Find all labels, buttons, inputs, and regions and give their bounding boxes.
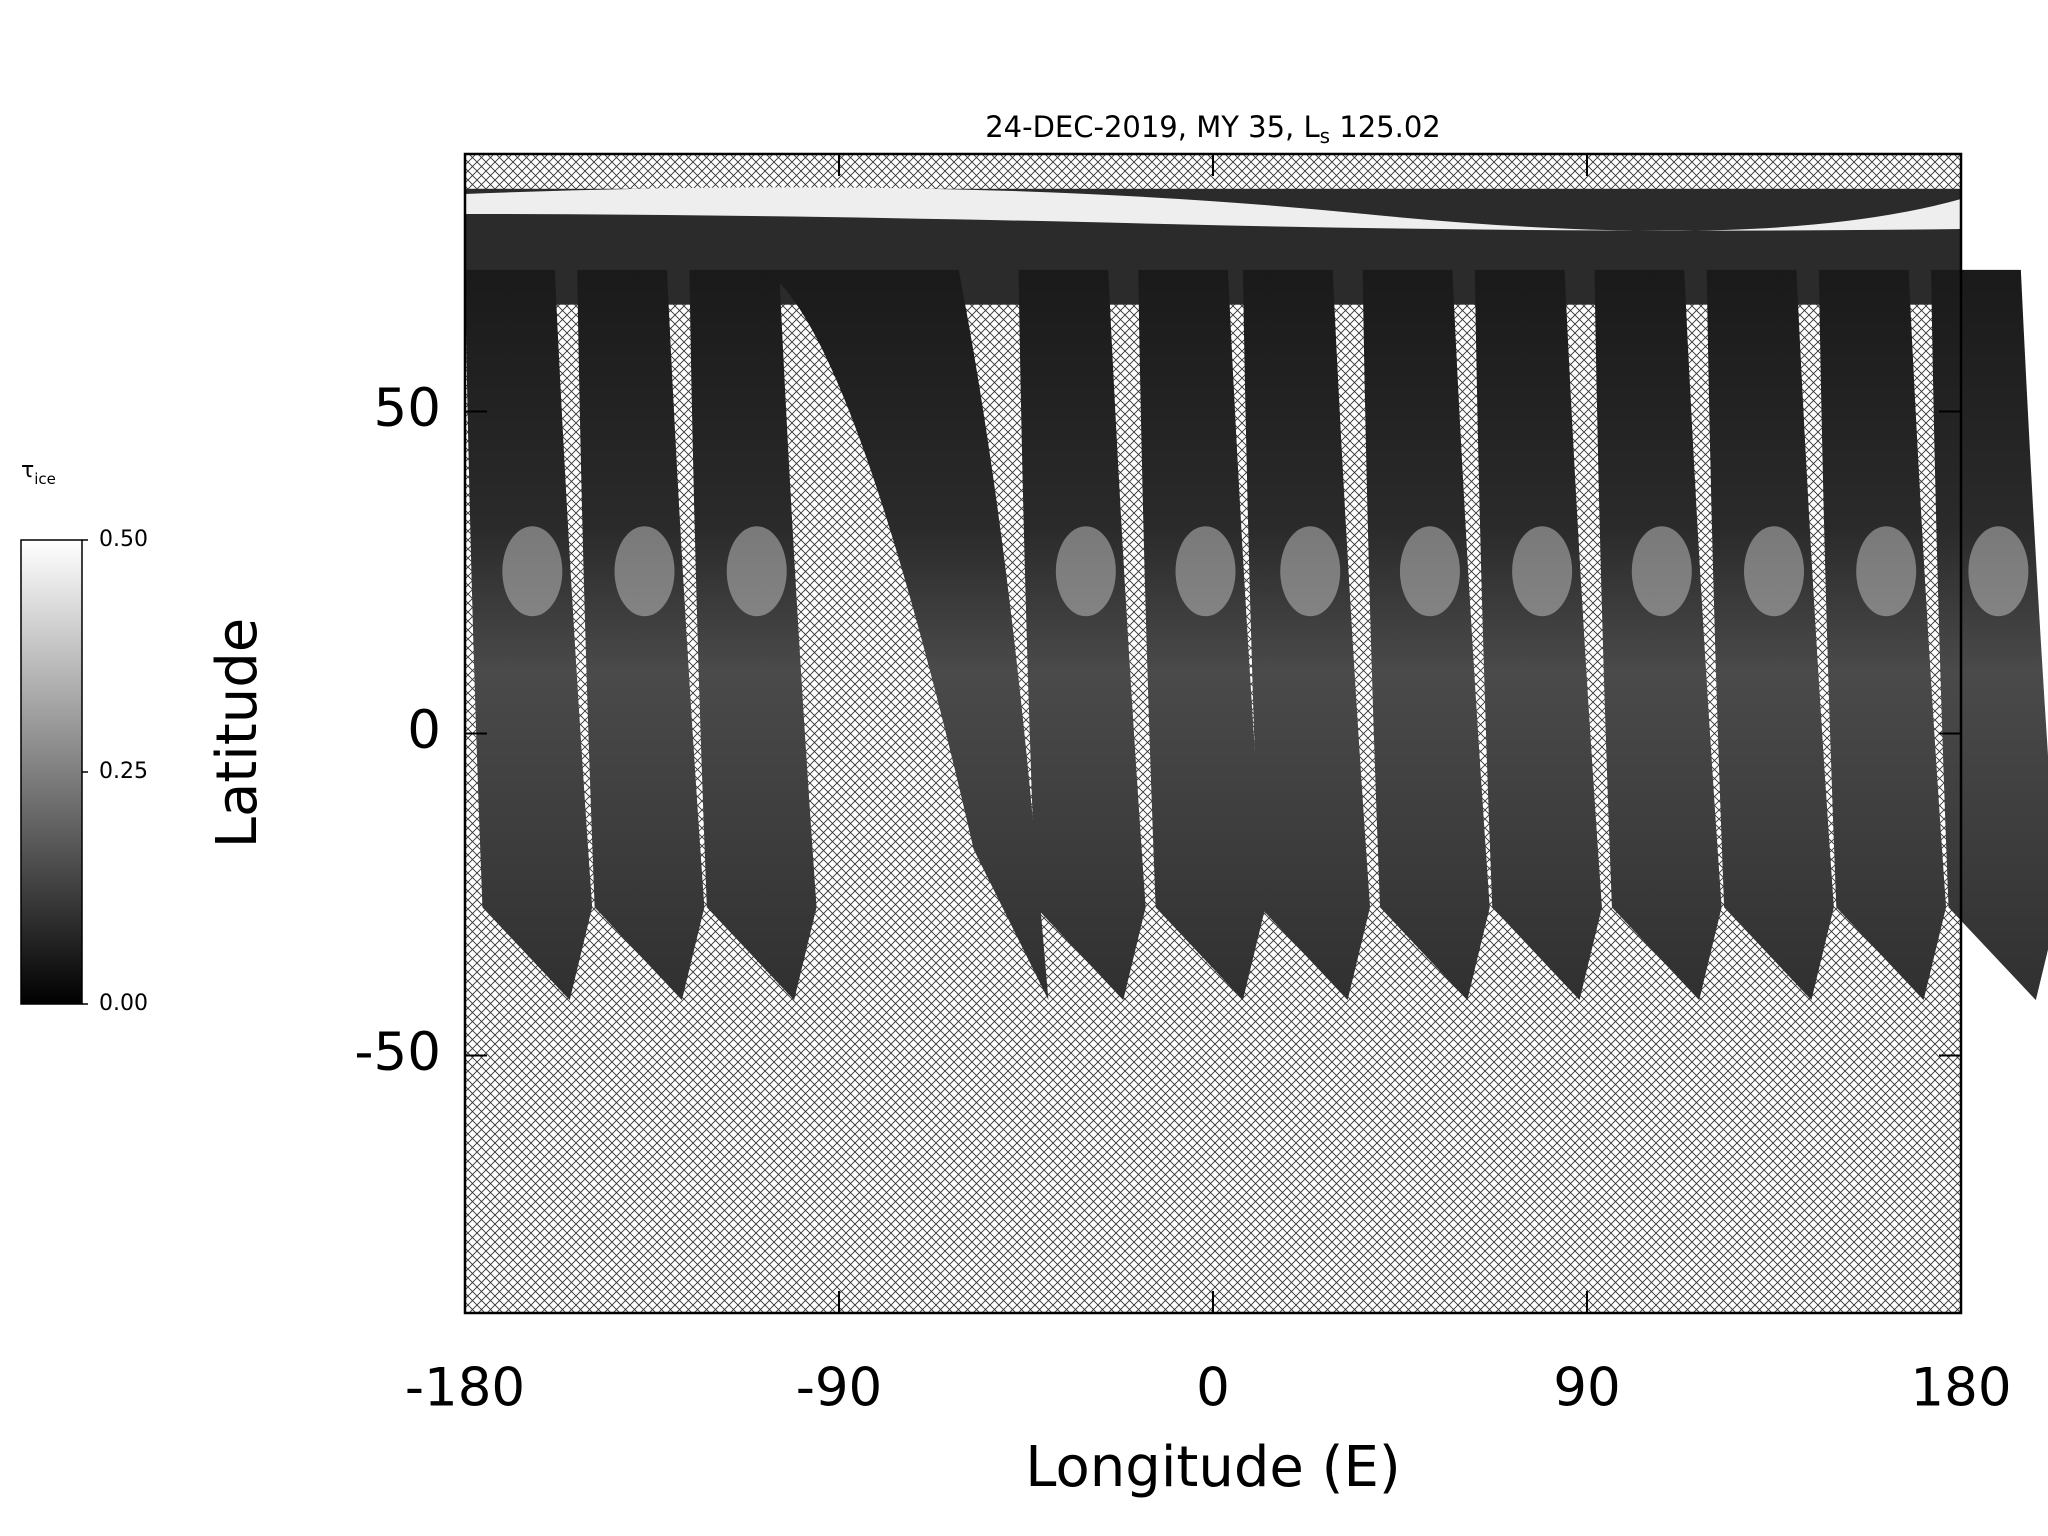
cloud [1399,526,1460,617]
colorbar-tick-label: 0.25 [99,759,148,784]
swath [1362,269,1490,1001]
x-tick-label: -90 [796,1358,883,1419]
cloud [1744,526,1804,617]
cloud [1631,526,1692,617]
x-tick-label: -180 [405,1358,525,1419]
chart-title: 24-DEC-2019, MY 35, Ls 125.02 [985,110,1441,148]
cloud [1968,526,2029,617]
swath [764,269,1049,1001]
plot-area [465,154,2048,1313]
y-tick-label: 0 [407,700,441,761]
cloud [1055,526,1116,617]
swath [1594,269,1722,1001]
cloud [1175,526,1236,617]
cloud [502,526,563,617]
swath [1706,269,1834,1001]
swath [1474,269,1602,1001]
colorbar-tick-label: 0.50 [99,527,148,552]
swath [1018,269,1146,1001]
colorbar-label: τice [21,458,56,488]
x-tick-label: 180 [1910,1358,2011,1419]
y-tick-label: -50 [354,1022,441,1083]
cloud [1280,526,1341,617]
cloud [1512,526,1573,617]
cloud [614,526,675,617]
cloud [726,526,787,617]
swath [1931,269,2048,1001]
swath [577,269,705,1001]
colorbar-tick-label: 0.00 [99,991,148,1016]
swath [1138,269,1266,1001]
swath [1818,269,1947,1001]
swath [689,269,817,1001]
x-tick-label: 0 [1196,1358,1230,1419]
colorbar [20,539,83,1005]
y-tick-label: 50 [374,378,441,439]
y-axis-label: Latitude [205,618,270,848]
cloud [1856,526,1917,617]
swath [1242,269,1371,1001]
x-axis-label: Longitude (E) [1025,1435,1400,1500]
polar-ice [465,187,1961,231]
swath [465,269,593,1001]
x-tick-label: 90 [1553,1358,1620,1419]
